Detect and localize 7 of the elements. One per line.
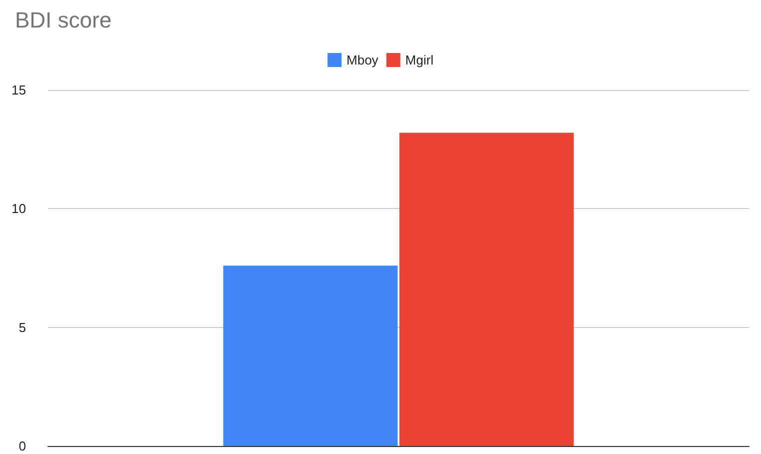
chart-title: BDI score	[15, 8, 112, 32]
y-tick-label: 5	[18, 320, 26, 335]
y-tick-label: 10	[12, 201, 26, 216]
legend-label: Mboy	[346, 52, 379, 68]
y-tick-label: 0	[18, 438, 26, 454]
y-tick-label: 15	[12, 82, 26, 98]
legend-label: Mgirl	[405, 52, 434, 68]
